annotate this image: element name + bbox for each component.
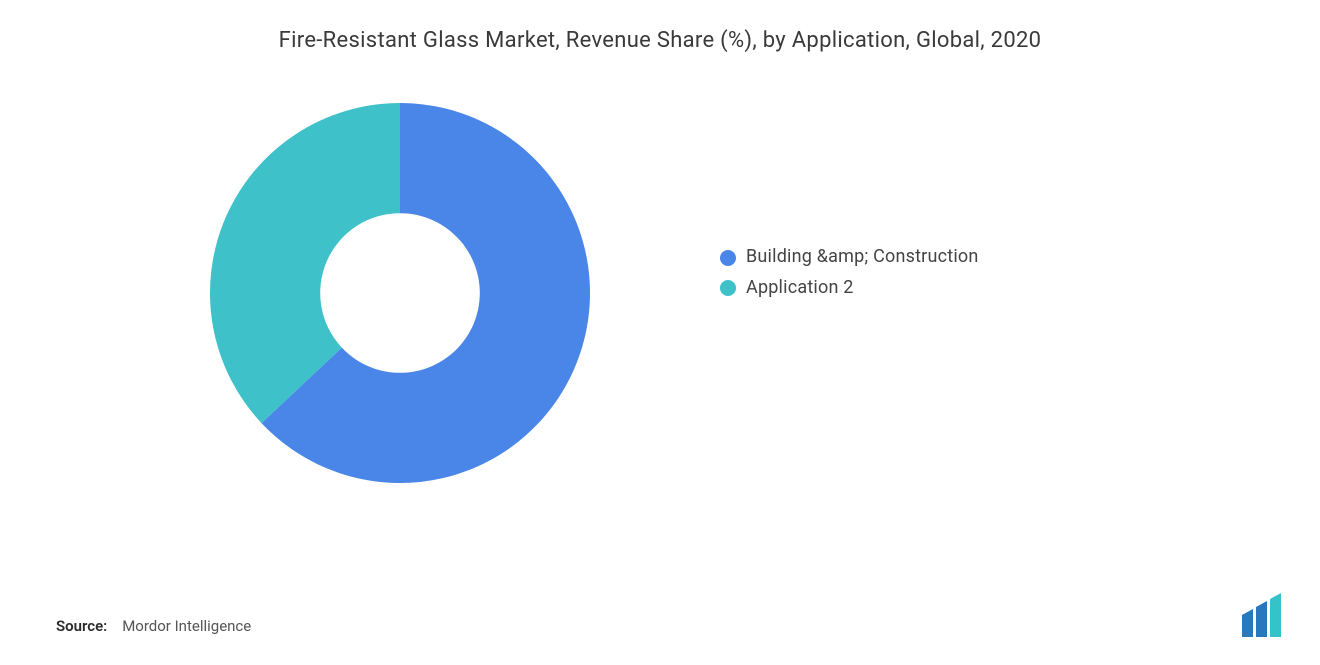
logo-bar-2 — [1270, 593, 1281, 637]
legend-swatch — [720, 280, 736, 296]
legend-item-1: Application 2 — [720, 273, 979, 304]
legend: Building &amp; ConstructionApplication 2 — [720, 242, 979, 303]
source-attribution: Source: Mordor Intelligence — [56, 617, 251, 635]
legend-label: Application 2 — [746, 273, 854, 304]
donut-chart — [200, 93, 600, 493]
brand-logo — [1242, 591, 1292, 643]
logo-bar-1 — [1256, 601, 1267, 637]
legend-label: Building &amp; Construction — [746, 242, 979, 273]
chart-title: Fire-Resistant Glass Market, Revenue Sha… — [0, 0, 1320, 53]
source-label: Source: — [56, 617, 107, 635]
logo-bar-0 — [1242, 609, 1253, 637]
source-name: Mordor Intelligence — [122, 617, 251, 635]
legend-swatch — [720, 250, 736, 266]
legend-item-0: Building &amp; Construction — [720, 242, 979, 273]
chart-area: Building &amp; ConstructionApplication 2 — [0, 53, 1320, 493]
